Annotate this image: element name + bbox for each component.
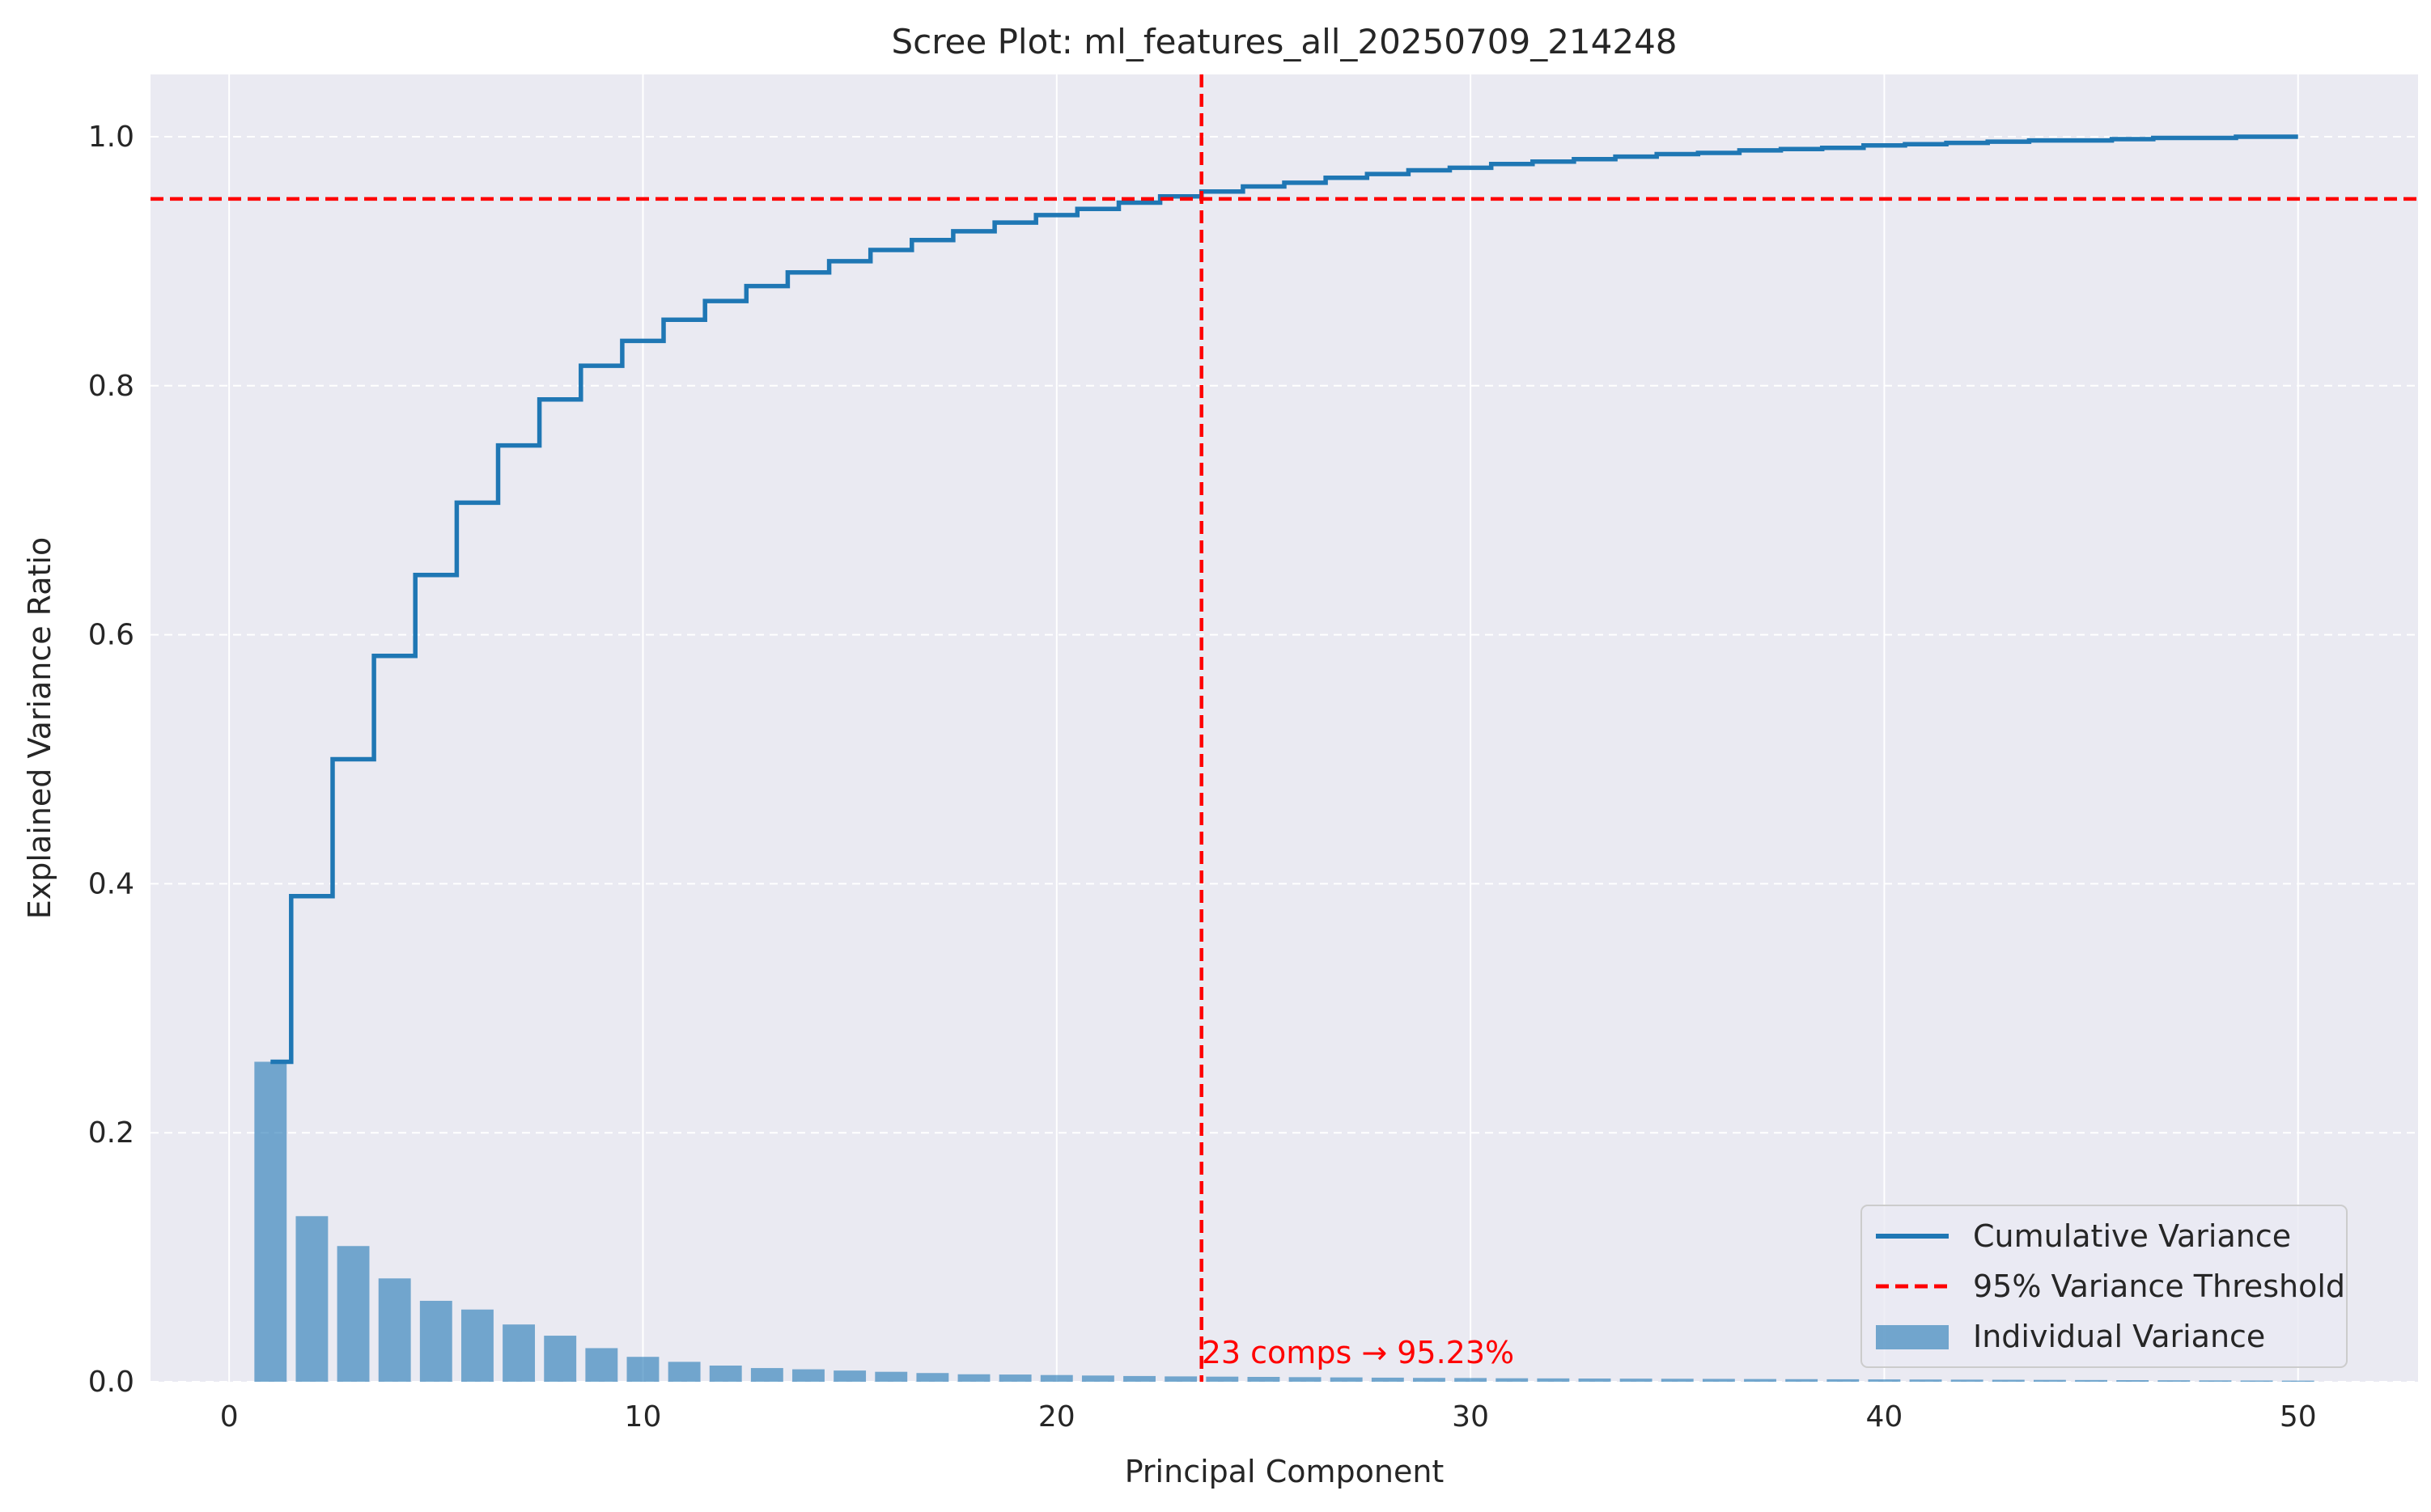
variance-bar [2157, 1380, 2191, 1382]
variance-bar [1288, 1377, 1322, 1382]
legend-item-individual: Individual Variance [1973, 1319, 2265, 1354]
y-tick-labels: 0.0 0.2 0.4 0.6 0.8 1.0 [88, 121, 134, 1399]
variance-bar [1992, 1379, 2025, 1382]
variance-bar [1619, 1379, 1652, 1382]
threshold-lines [151, 74, 2418, 1382]
x-tick-label: 30 [1452, 1400, 1489, 1434]
y-tick-label: 1.0 [88, 121, 134, 154]
variance-bar [419, 1300, 452, 1382]
variance-bar [1123, 1375, 1156, 1382]
variance-bar [378, 1278, 411, 1382]
variance-bar [2199, 1380, 2232, 1382]
variance-bar [1744, 1379, 1776, 1382]
plot-area [151, 74, 2418, 1382]
variance-bar [503, 1324, 536, 1382]
x-tick-label: 20 [1038, 1400, 1075, 1434]
variance-bar [1578, 1378, 1611, 1382]
variance-bar [1702, 1379, 1735, 1382]
legend-item-threshold: 95% Variance Threshold [1973, 1268, 2345, 1304]
variance-bar [1165, 1376, 1198, 1382]
y-tick-label: 0.8 [88, 370, 134, 403]
cumulative-variance-step [270, 134, 2298, 1065]
threshold-annotation: 23 comps → 95.23% [1202, 1335, 1514, 1370]
variance-bar [2116, 1379, 2149, 1382]
bars [254, 1061, 2314, 1382]
variance-bar [1537, 1378, 1570, 1382]
variance-bar [544, 1336, 577, 1382]
variance-bar [460, 1309, 494, 1382]
variance-bar [295, 1216, 329, 1382]
x-tick-label: 0 [220, 1400, 239, 1434]
variance-bar [585, 1348, 618, 1382]
legend: Cumulative Variance 95% Variance Thresho… [1860, 1205, 2348, 1368]
variance-bar [1371, 1377, 1404, 1382]
x-tick-labels: 0 10 20 30 40 50 [220, 1400, 2317, 1434]
variance-bar [1909, 1379, 1942, 1382]
y-tick-label: 0.6 [88, 619, 134, 652]
legend-item-cumulative: Cumulative Variance [1973, 1218, 2291, 1254]
variance-bar [2075, 1379, 2108, 1382]
chart-title: Scree Plot: ml_features_all_20250709_214… [891, 22, 1677, 61]
x-tick-label: 50 [2280, 1400, 2317, 1434]
variance-bar [792, 1369, 825, 1382]
variance-bar [1413, 1378, 1445, 1382]
variance-bar [1496, 1378, 1529, 1382]
variance-bar [1081, 1375, 1114, 1382]
variance-bar [1330, 1377, 1363, 1382]
variance-bar [2281, 1380, 2314, 1382]
variance-bar [1206, 1376, 1239, 1382]
y-tick-label: 0.4 [88, 867, 134, 900]
variance-bar [916, 1373, 949, 1382]
variance-bar [1950, 1379, 1983, 1382]
x-tick-label: 40 [1865, 1400, 1903, 1434]
variance-bar [1785, 1379, 1818, 1382]
variance-bar [875, 1371, 908, 1382]
legend-patch-icon [1876, 1325, 1949, 1349]
variance-bar [626, 1357, 660, 1382]
variance-bar [1826, 1379, 1860, 1382]
variance-bar [254, 1061, 287, 1382]
y-axis-label: Explained Variance Ratio [22, 537, 57, 919]
variance-bar [1868, 1379, 1901, 1382]
cumulative-line [270, 134, 2298, 1065]
x-axis-label: Principal Component [1125, 1454, 1445, 1489]
variance-bar [1247, 1376, 1280, 1382]
variance-bar [337, 1246, 370, 1382]
variance-bar [834, 1370, 867, 1382]
y-tick-label: 0.2 [88, 1116, 134, 1150]
variance-bar [668, 1362, 701, 1382]
variance-bar [750, 1368, 783, 1382]
x-tick-label: 10 [625, 1400, 662, 1434]
legend-box [1860, 1205, 2348, 1368]
variance-bar [2240, 1380, 2273, 1382]
variance-bar [1454, 1378, 1487, 1382]
variance-bar [2033, 1379, 2066, 1382]
variance-bar [999, 1374, 1032, 1382]
variance-bar [1040, 1374, 1073, 1382]
variance-bar [957, 1374, 991, 1382]
y-tick-label: 0.0 [88, 1366, 134, 1399]
variance-bar [1661, 1379, 1694, 1382]
variance-bar [709, 1365, 742, 1382]
